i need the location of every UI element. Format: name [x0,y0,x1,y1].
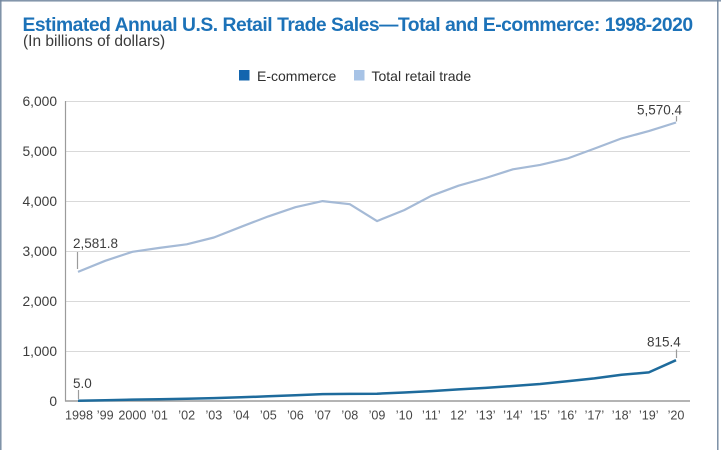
svg-text:2,000: 2,000 [22,294,57,309]
svg-text:’01: ’01 [151,409,168,423]
svg-text:’08: ’08 [341,409,358,423]
svg-text:’10: ’10 [396,409,413,423]
svg-text:’20: ’20 [668,409,685,423]
svg-text:’19’: ’19’ [639,409,659,423]
svg-text:’02: ’02 [178,409,195,423]
svg-text:0: 0 [49,394,57,409]
svg-text:E-commerce: E-commerce [257,68,337,84]
svg-text:’17’: ’17’ [585,409,605,423]
svg-text:5,570.4: 5,570.4 [637,103,683,118]
svg-text:’06: ’06 [287,409,304,423]
svg-text:12’: 12’ [450,409,467,423]
svg-text:6,000: 6,000 [22,94,57,109]
svg-text:’16’: ’16’ [557,409,577,423]
svg-text:’15’: ’15’ [530,409,550,423]
svg-text:’03: ’03 [205,409,222,423]
svg-text:2,581.8: 2,581.8 [73,236,118,251]
svg-text:’13’: ’13’ [476,409,496,423]
svg-text:5.0: 5.0 [73,376,92,391]
svg-text:1,000: 1,000 [22,344,57,359]
svg-text:815.4: 815.4 [647,335,681,350]
svg-text:1998: 1998 [65,409,93,423]
svg-text:’11’: ’11’ [422,409,441,423]
svg-text:’05: ’05 [260,409,277,423]
svg-text:’09: ’09 [369,409,386,423]
svg-text:’14’: ’14’ [503,409,523,423]
svg-text:5,000: 5,000 [22,144,57,159]
svg-text:Total retail trade: Total retail trade [372,68,472,84]
svg-text:4,000: 4,000 [22,194,57,209]
svg-text:2000: 2000 [118,409,146,423]
svg-text:3,000: 3,000 [22,244,57,259]
svg-text:’04: ’04 [233,409,250,423]
svg-text:’18’: ’18’ [612,409,632,423]
svg-text:’99: ’99 [97,409,114,423]
svg-text:’07: ’07 [314,409,331,423]
